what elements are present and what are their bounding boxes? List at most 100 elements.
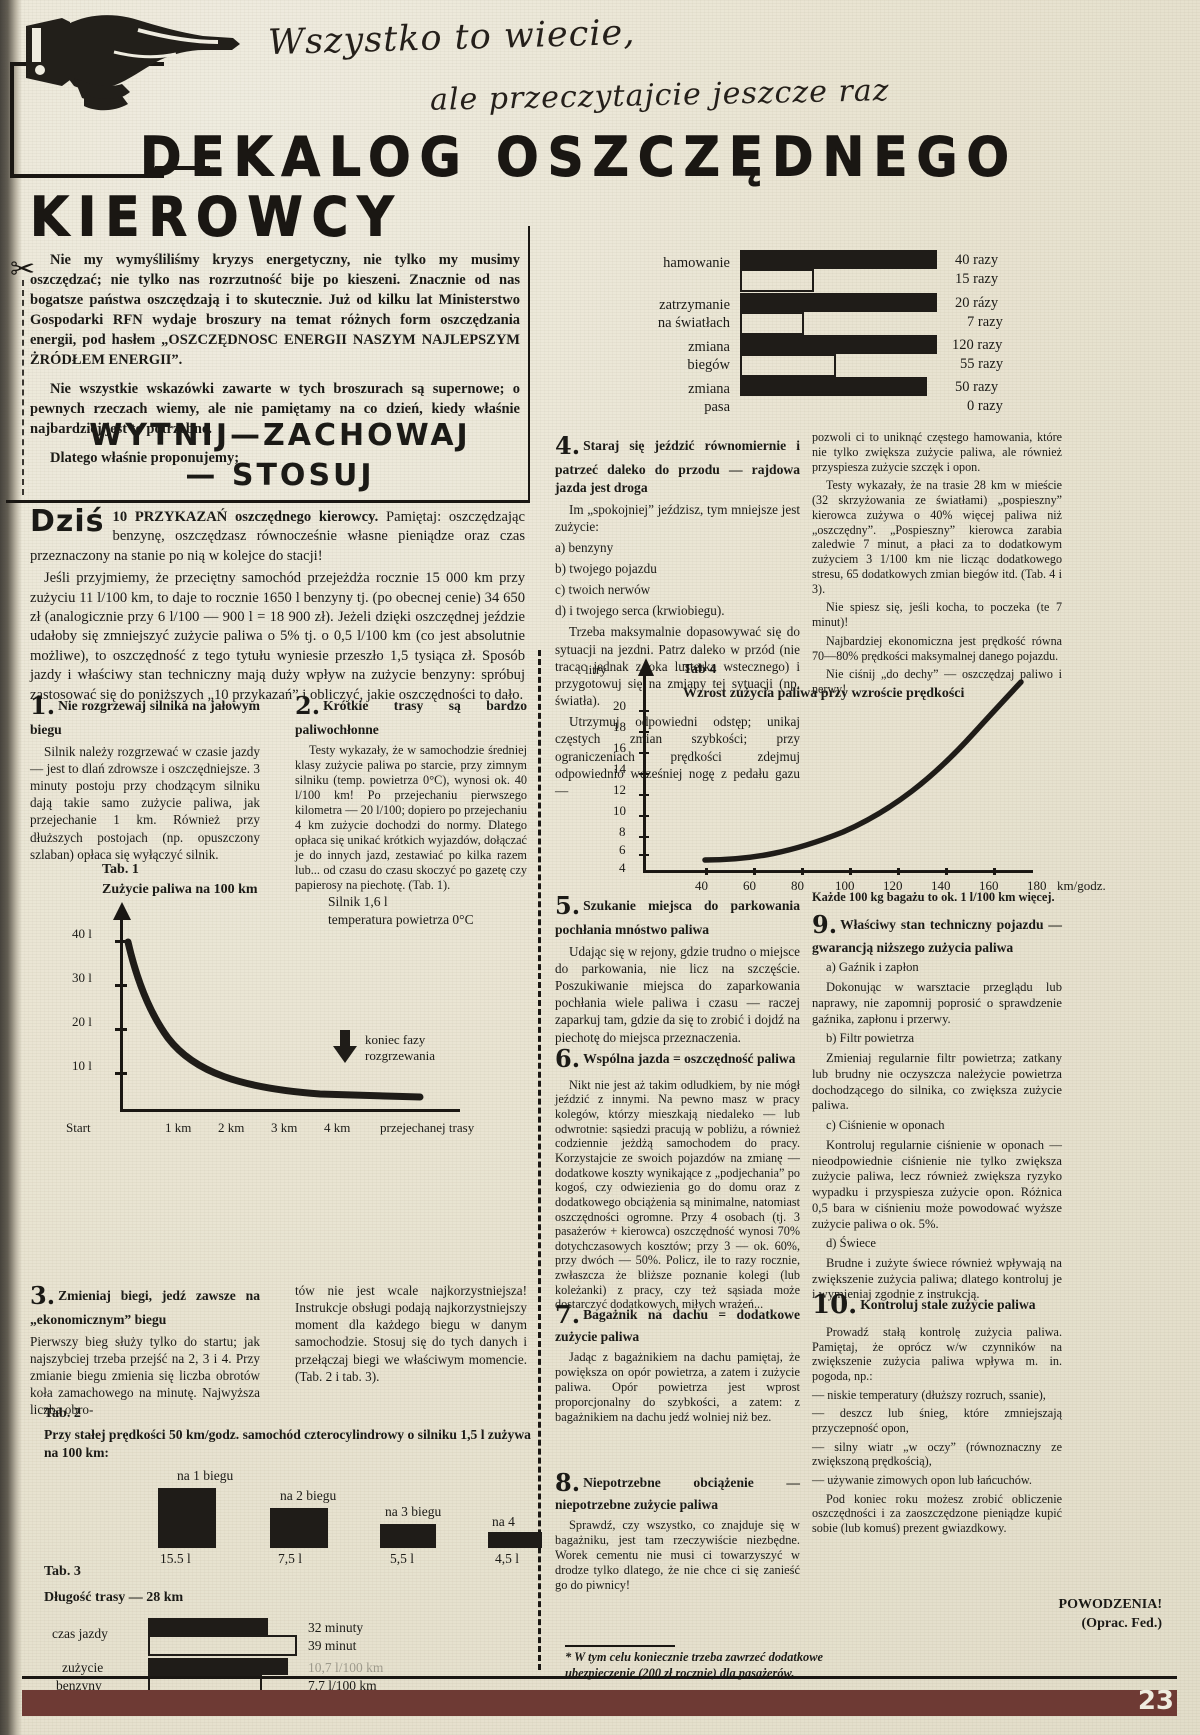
topchart-row-0-solid-bar [740, 250, 937, 269]
point-6-title: Wspólna jazda = oszczędność paliwa [583, 1051, 796, 1066]
tab1-title: Zużycie paliwa na 100 km [102, 882, 258, 897]
note-2: Testy wykazały, że na trasie 28 km w mie… [812, 478, 1062, 596]
point-10-body: Prowadź stałą kontrolę zużycia paliwa. P… [812, 1325, 1062, 1384]
point-8-number: 8. [555, 1468, 581, 1497]
tab3-row-1-label-2: benzyny [56, 1678, 102, 1693]
note-5: Nie ciśnij „do dechy” — oszczędzaj paliw… [812, 667, 1062, 696]
point-1-heading: 1. Nie rozgrzewaj silnika na jałowym bieg… [30, 690, 260, 739]
tab4-xtick-5: 140 [931, 878, 951, 893]
topchart-row-0-open-value: 15 razy [955, 271, 999, 287]
point-1-body: Silnik należy rozgrzewać w czasie jazdy … [30, 743, 260, 862]
lead-p1: 10 PRZYKAZAŃ oszczędnego kierowcy. Pamię… [30, 508, 525, 566]
tab4-ytick-3: 14 [613, 761, 626, 776]
cutout-box-bottom-rule [6, 500, 530, 503]
tab3-title: Długość trasy — 28 km [44, 1590, 184, 1605]
lead-p2: Jeśli przyjmiemy, że przeciętny samochód… [30, 570, 525, 703]
tab1-y-axis-arrow [113, 902, 131, 920]
point-3-body-right: tów nie jest wcale najkorzystniejsza! In… [295, 1283, 527, 1384]
tab1-ytick-0: 40 l [72, 926, 92, 941]
point-2-heading: 2. Krótkie trasy są bardzo paliwochłonne [295, 690, 527, 739]
note-1: pozwoli ci to uniknąć częstego hamowania… [812, 430, 1062, 474]
point-4-item-0: a) benzyny [555, 539, 614, 555]
point-9-sub-a: a) Gaźnik i zapłon [826, 960, 919, 975]
point-4-notes: pozwoli ci to uniknąć częstego hamowania… [812, 430, 1062, 701]
tab1-ytick-mark-2 [115, 1028, 127, 1031]
point-10-item-0: — niskie temperatury (dłuższy rozruch, s… [812, 1387, 1046, 1402]
point-9-sub-d: d) Świece [826, 1236, 877, 1251]
page-title-line-1: DEKALOG OSZCZĘDNEGO [139, 125, 1019, 189]
tab4-ytick-mark-1 [639, 731, 649, 733]
point-2-title: Krótkie trasy są bardzo paliwochłonne [295, 698, 527, 738]
topchart-row-1-solid-value: 20 rázy [955, 295, 999, 311]
point-3-continued: tów nie jest wcale najkorzystniejsza! In… [295, 1282, 527, 1389]
tab2-label: Tab. 2 [44, 1406, 81, 1421]
bracket-tail [155, 166, 210, 170]
intro-paragraph-3: Dlatego właśnie proponujemy; [50, 450, 240, 466]
point-4-item-2: c) twoich nerwów [555, 582, 651, 598]
tab4-ytick-5: 10 [613, 803, 626, 818]
tab1-ytick-mark-0 [115, 940, 127, 943]
tab3-row-1-solid-value: 10,7 l/100 km [308, 1660, 384, 1675]
chart-tab1: Tab. 1 Zużycie paliwa na 100 km Silnik 1… [60, 862, 530, 1142]
topchart-row-0-solid-value: 40 razy [955, 252, 999, 268]
intro-paragraph-2: Nie wszystkie wskazówki zawarte w tych b… [30, 381, 520, 437]
tab2-bar-1 [270, 1508, 328, 1548]
tab2-value-0: 15.5 l [160, 1551, 191, 1566]
tab3-row-1-open-value: 7,7 l/100 km [308, 1678, 377, 1693]
tab1-ytick-3: 10 l [72, 1058, 92, 1073]
footer-rule [22, 1676, 1177, 1679]
point-6-body: Nikt nie jest aż takim odludkiem, by nie… [555, 1077, 800, 1312]
point-10-end: Pod koniec roku możesz zrobić obliczenie… [812, 1491, 1062, 1535]
tab4-ytick-mark-0 [639, 710, 649, 712]
tab4-xtick-2: 80 [791, 878, 804, 893]
point-2: 2. Krótkie trasy są bardzo paliwochłonne … [295, 690, 527, 897]
signoff-line-1: POWODZENIA! [1058, 1597, 1162, 1612]
tab4-xtick-6: 160 [979, 878, 999, 893]
tab2-bar-3 [488, 1532, 542, 1548]
topchart-row-0-label-1: hamowanie [663, 255, 730, 271]
tab1-note-2: temperatura powietrza 0°C [328, 912, 474, 927]
topchart-row-2-label-2: biegów [687, 357, 730, 373]
page-number: 23 [1137, 1686, 1174, 1716]
tab4-xtick-mark-2 [801, 868, 804, 875]
point-2-body: Testy wykazały, że w samochodzie średnie… [295, 742, 527, 892]
tab2-category-2: na 3 biegu [385, 1504, 442, 1519]
intro-text: Nie my wymyśliliśmy kryzys energetyczny,… [30, 250, 520, 477]
point-4-body-1: Im „spokojniej” jeździsz, tym mniejsze j… [555, 501, 800, 534]
tab4-xtick-3: 100 [835, 878, 855, 893]
chart-driving-events: hamowanie 40 razy 15 razy zatrzymanie na… [600, 240, 1160, 415]
topchart-row-2-open-value: 55 razy [960, 356, 1004, 372]
tab3-label: Tab. 3 [44, 1564, 81, 1579]
point-4-heading: 4. Staraj się jeździć równomiernie i patr… [555, 430, 800, 497]
point-9-sub-a-body: Dokonując w warsztacie przeglądu lub nap… [812, 980, 1062, 1026]
point-3: 3. Zmieniaj biegi, jedź zawsze na „ekonom… [30, 1280, 260, 1423]
tab2-title: Przy stałej prędkości 50 km/godz. samoch… [44, 1427, 531, 1460]
tab3-row-0-solid-bar [148, 1618, 268, 1635]
point-8-title: Niepotrzebne obciążenie — niepotrzebne z… [555, 1475, 800, 1513]
point-10-item-2: — silny wiatr „w oczy” (równoznaczny ze … [812, 1439, 1062, 1469]
point-5-heading: 5. Szukanie miejsca do parkowania pochłan… [555, 890, 800, 939]
tab1-note-1: Silnik 1,6 l [328, 894, 388, 909]
point-4-body-3: Utrzymuj odpowiedni odstęp; unikaj częst… [555, 714, 800, 798]
tab4-ytick-2: 16 [613, 740, 626, 755]
tab4-xtick-mark-1 [753, 868, 756, 875]
point-10-heading: 10. Kontroluj stale zużycie paliwa [812, 1290, 1062, 1321]
tab3-row-0-solid-value: 32 minuty [308, 1620, 364, 1635]
tab1-annotation: koniec fazy rozgrzewania [365, 1032, 436, 1064]
point-7-title: Bagażnik na dachu = dodatkowe zużycie pa… [555, 1307, 800, 1345]
point-3-heading: 3. Zmieniaj biegi, jedź zawsze na „ekonom… [30, 1280, 260, 1329]
signoff-line-2: (Oprac. Fed.) [1081, 1615, 1162, 1631]
point-10: 10. Kontroluj stale zużycie paliwa Prowad… [812, 1290, 1062, 1540]
point-6: 6. Wspólna jazda = oszczędność paliwa Nik… [555, 1044, 800, 1316]
lead-paragraph: Dziś 10 PRZYKAZAŃ oszczędnego kierowcy. … [30, 507, 525, 708]
signoff: POWODZENIA! (Oprac. Fed.) [1059, 1596, 1162, 1634]
topchart-row-2-label-1: zmiana [688, 339, 730, 355]
topchart-row-3-label-1: zmiana [688, 381, 730, 397]
tab1-xtick-3: 3 km [271, 1120, 298, 1135]
tab4-xtick-7: 180 [1027, 878, 1047, 893]
tab2-value-2: 5,5 l [390, 1551, 415, 1566]
tab1-xtick-1: 1 km [165, 1120, 192, 1135]
point-5-title: Szukanie miejsca do parkowania pochłania… [555, 898, 800, 938]
point-9-sub-d-body: Brudne i zużyte świece również wpływają … [812, 1255, 1062, 1302]
tab1-curve [124, 938, 424, 1101]
